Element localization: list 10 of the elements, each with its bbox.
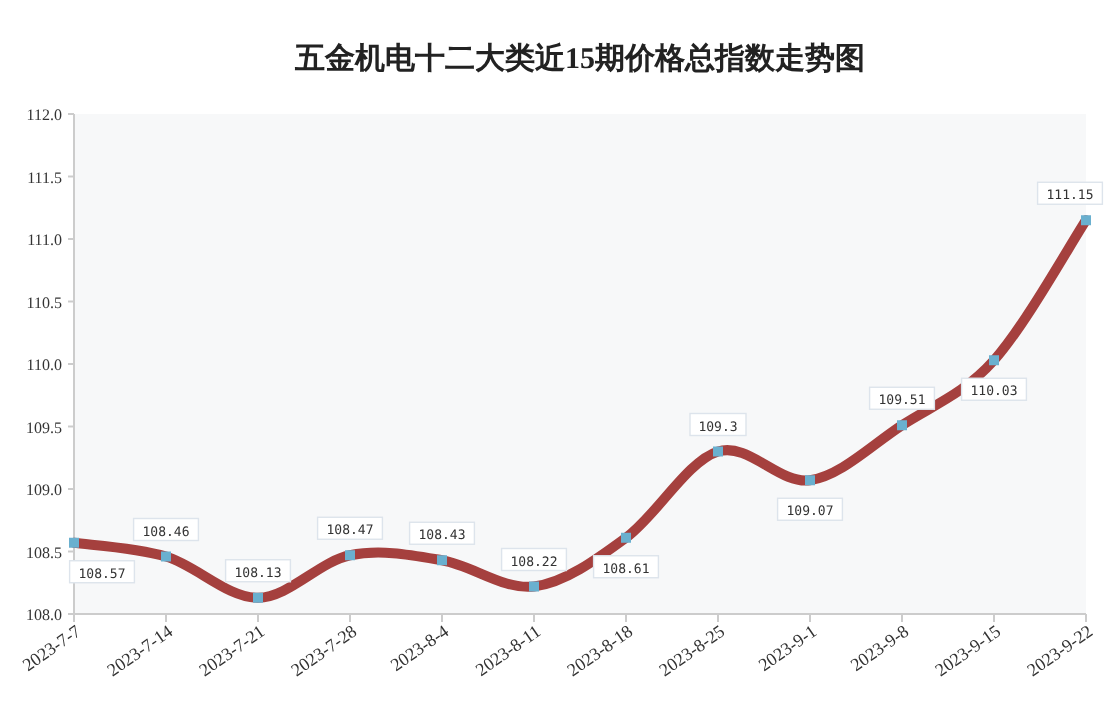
y-tick-label: 111.5 [27,168,62,187]
y-tick-label: 111.0 [27,231,62,249]
y-tick-label: 112.0 [26,106,62,124]
y-tick-label: 109.5 [26,418,62,437]
y-tick-label: 108.5 [26,543,62,562]
y-tick-label: 110.5 [26,293,62,312]
y-tick-label: 108.0 [26,606,62,624]
chart-title: 五金机电十二大类近15期价格总指数走势图 [293,42,865,76]
y-tick-label: 109.0 [26,481,62,499]
y-tick-label: 110.0 [26,356,62,374]
